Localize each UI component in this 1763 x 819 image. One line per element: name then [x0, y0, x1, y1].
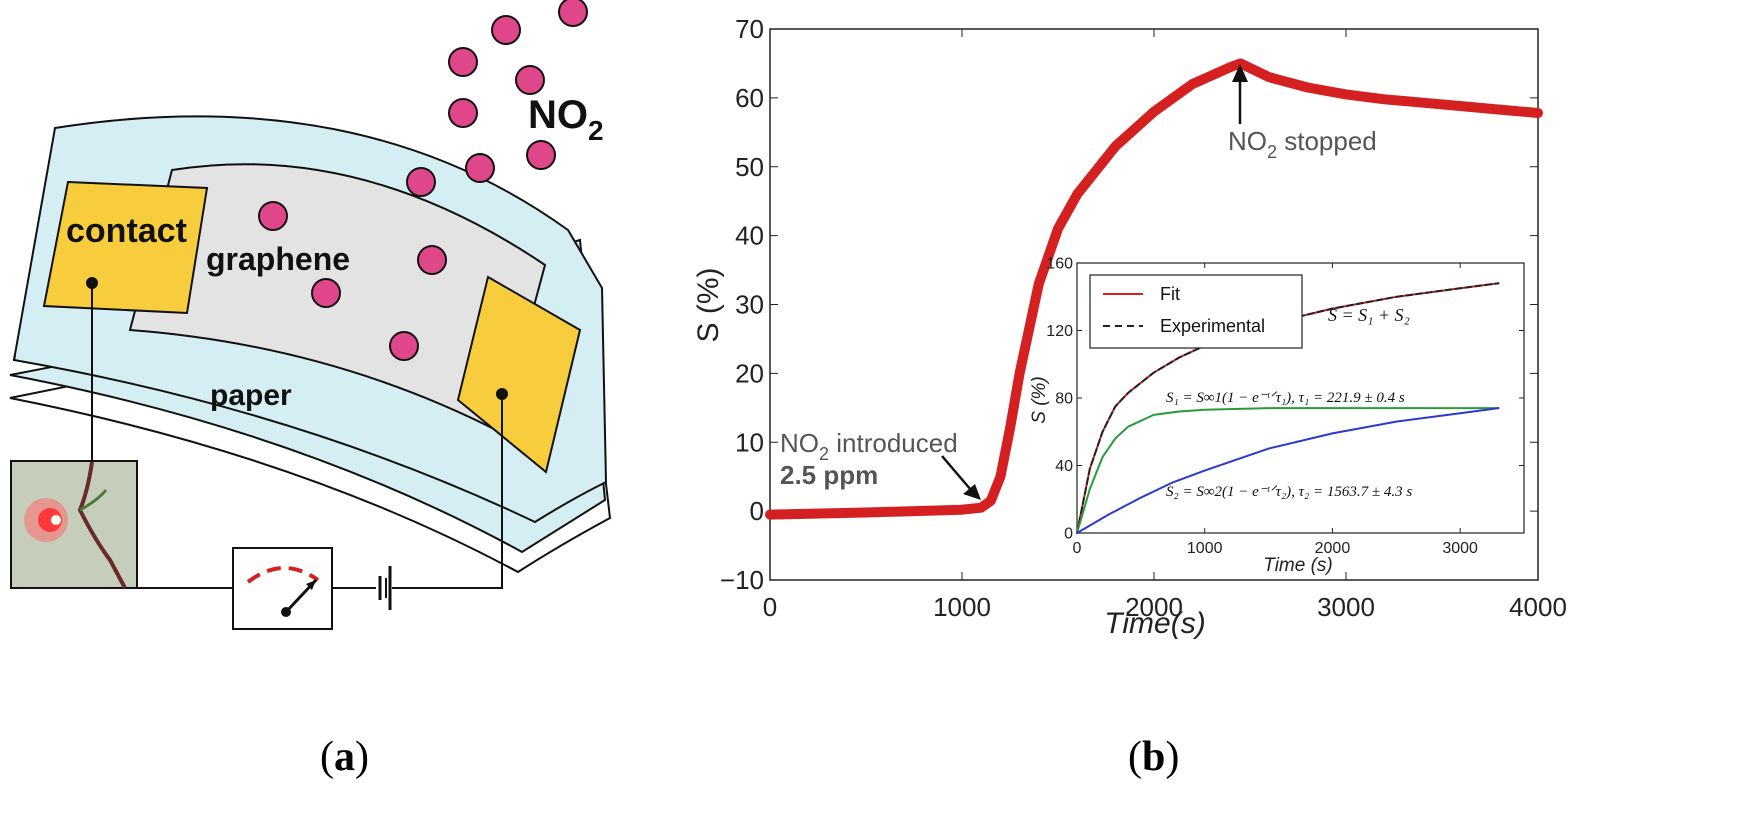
- series-line: [1076, 407, 1500, 534]
- concentration-label: 2.5 ppm: [780, 460, 878, 490]
- svg-text:NO2 introduced: NO2 introduced: [780, 428, 958, 464]
- molecule: [406, 167, 436, 197]
- equation-s1: S₁ = S∞1(1 − e⁻ᵗᐟτ₁), τ₁ = 221.9 ± 0.4 s: [1166, 390, 1405, 406]
- inset-legend: Fit Experimental: [1089, 274, 1303, 349]
- x-tick-label: 3000: [1442, 540, 1478, 557]
- paper-edge-line: [13, 354, 16, 361]
- annotation-no2-introduced: NO2 introduced 2.5 ppm: [780, 428, 981, 500]
- y-tick-label: 50: [735, 152, 764, 182]
- y-tick-label: 120: [1046, 323, 1073, 340]
- y-tick-label: 10: [735, 427, 764, 457]
- molecule: [448, 98, 478, 128]
- molecule: [311, 278, 341, 308]
- circuit-wiring: [91, 283, 503, 598]
- contact-label: contact: [66, 212, 187, 250]
- contact-terminal-right: [496, 388, 508, 400]
- series-line: [1076, 282, 1500, 534]
- no2-label: NO2: [528, 93, 604, 146]
- x-tick-label: 3000: [1317, 592, 1375, 622]
- y-tick-label: 0: [750, 496, 764, 526]
- legend-label-fit: Fit: [1160, 284, 1180, 304]
- molecule: [448, 47, 478, 77]
- series-line: [1076, 407, 1500, 534]
- no2-molecules: [258, 0, 588, 361]
- equation-s2: S₂ = S∞2(1 − e⁻ᵗᐟτ₂), τ₂ = 1563.7 ± 4.3 …: [1166, 484, 1412, 500]
- contact-terminal-left: [86, 277, 98, 289]
- annotation-no2-stopped: NO2 stopped: [1228, 64, 1377, 162]
- molecule: [526, 140, 556, 170]
- x-tick-label: 0: [763, 592, 777, 622]
- device-photo: [10, 460, 138, 589]
- y-tick-label: 20: [735, 358, 764, 388]
- main-y-axis-title: S (%): [692, 268, 725, 343]
- molecule: [389, 331, 419, 361]
- equation-sum: S = S₁ + S₂: [1328, 305, 1410, 325]
- inset-y-axis-title: S (%): [1029, 376, 1050, 424]
- panel-a-label: (a): [320, 734, 369, 780]
- molecule: [258, 201, 288, 231]
- inset-series-layer: [1076, 282, 1500, 534]
- svg-text:NO2 stopped: NO2 stopped: [1228, 126, 1377, 162]
- panel-b-label: (b): [1128, 734, 1179, 780]
- y-tick-label: 30: [735, 290, 764, 320]
- x-tick-label: 2000: [1125, 592, 1183, 622]
- y-tick-label: 60: [735, 83, 764, 113]
- y-tick-label: 70: [735, 14, 764, 44]
- x-tick-label: 1000: [933, 592, 991, 622]
- inset-axis-ticks: 0 1000 2000 3000 0 40 80 120 160: [1046, 256, 1524, 557]
- y-tick-label: 80: [1055, 391, 1073, 408]
- y-tick-label: 0: [1064, 526, 1073, 543]
- molecule: [491, 15, 521, 45]
- x-tick-label: 0: [1073, 540, 1082, 557]
- main-x-axis-title: Time(s): [1104, 607, 1205, 640]
- meter-icon: [232, 547, 333, 630]
- y-tick-label: −10: [720, 565, 764, 595]
- x-tick-label: 2000: [1315, 540, 1351, 557]
- battery-icon: [378, 566, 392, 610]
- molecule: [558, 0, 588, 27]
- molecule: [417, 245, 447, 275]
- paper-label: paper: [210, 379, 292, 412]
- contact-pad-right: [456, 275, 582, 474]
- molecule: [515, 65, 545, 95]
- y-tick-label: 40: [735, 221, 764, 251]
- y-tick-label: 160: [1046, 256, 1073, 273]
- y-tick-label: 40: [1055, 458, 1073, 475]
- main-series-layer: [765, 58, 1543, 520]
- inset-x-axis-title: Time (s): [1263, 555, 1333, 576]
- series-line: [765, 58, 1543, 520]
- graphene-label: graphene: [206, 241, 350, 277]
- legend-label-experimental: Experimental: [1160, 316, 1265, 336]
- contact-pad-left: [42, 180, 209, 315]
- x-tick-label: 1000: [1187, 540, 1223, 557]
- device-schematic: contact graphene paper NO2: [9, 0, 612, 630]
- molecule: [465, 153, 495, 183]
- x-tick-label: 4000: [1509, 592, 1567, 622]
